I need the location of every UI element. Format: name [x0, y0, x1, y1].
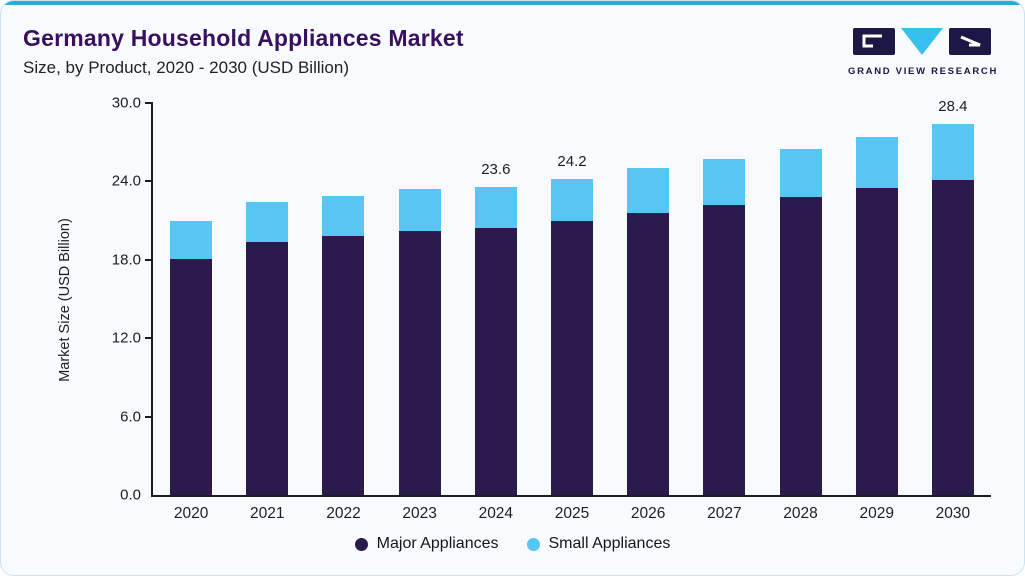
bar-2030 — [931, 123, 974, 495]
bar-segment-major-appliances — [474, 228, 517, 495]
bar-segment-major-appliances — [627, 212, 670, 495]
page-title: Germany Household Appliances Market — [23, 25, 464, 51]
logo-icon — [853, 28, 991, 55]
x-tick-label: 2022 — [326, 505, 361, 522]
total-value-label: 23.6 — [481, 160, 511, 178]
bar-segment-major-appliances — [703, 204, 746, 495]
bar-segment-small-appliances — [322, 195, 365, 237]
x-tick-label: 2024 — [478, 505, 514, 522]
bar-segment-small-appliances — [931, 123, 974, 181]
bar-2025 — [551, 178, 593, 495]
y-tick-label: 6.0 — [120, 408, 141, 426]
bar-segment-major-appliances — [322, 236, 365, 495]
bar-segment-small-appliances — [627, 168, 670, 213]
bar-segment-major-appliances — [246, 241, 289, 495]
bar-segment-small-appliances — [551, 178, 593, 221]
bar-segment-small-appliances — [474, 186, 517, 229]
x-tick-label: 2029 — [859, 505, 894, 522]
x-tick-label: 2025 — [554, 505, 590, 522]
y-tick-label: 24.0 — [111, 172, 141, 190]
bar-segment-major-appliances — [551, 220, 593, 495]
y-tick-mark — [145, 337, 153, 340]
grand-view-research-logo: GRAND VIEW RESEARCH — [848, 27, 998, 77]
y-tick-mark — [145, 180, 153, 183]
legend-swatch — [354, 537, 368, 551]
legend-swatch — [526, 537, 540, 551]
logo-text: GRAND VIEW RESEARCH — [848, 66, 999, 77]
total-value-label: 28.4 — [938, 97, 968, 115]
y-axis-title: Market Size (USD Billion) — [57, 218, 73, 382]
bar-segment-small-appliances — [779, 148, 822, 198]
bar-2024 — [474, 186, 517, 495]
bar-segment-major-appliances — [398, 231, 441, 495]
y-tick-label: 12.0 — [111, 329, 141, 347]
bar-segment-small-appliances — [246, 202, 289, 242]
bar-2028 — [779, 148, 822, 495]
bar-2022 — [322, 195, 365, 495]
bar-2026 — [627, 168, 670, 495]
x-tick-label: 2021 — [250, 505, 285, 522]
x-tick-label: 2027 — [707, 505, 742, 522]
total-value-label: 24.2 — [557, 152, 587, 170]
bar-segment-major-appliances — [170, 258, 213, 495]
bar-segment-major-appliances — [931, 180, 974, 495]
x-tick-label: 2028 — [783, 505, 818, 522]
bar-segment-small-appliances — [703, 159, 746, 205]
x-tick-label: 2023 — [402, 505, 437, 522]
bar-2021 — [246, 202, 289, 495]
bar-segment-major-appliances — [855, 187, 898, 495]
legend-label: Major Appliances — [376, 535, 499, 552]
x-tick-label: 2026 — [630, 505, 666, 522]
legend-item: Small Appliances — [526, 535, 671, 553]
y-tick-mark — [145, 258, 153, 261]
legend: Major Appliances Small Appliances — [1, 535, 1024, 553]
legend-item: Major Appliances — [354, 535, 499, 553]
top-accent-bar — [1, 1, 1024, 5]
bar-segment-small-appliances — [398, 189, 441, 232]
legend-label: Small Appliances — [548, 535, 671, 552]
x-tick-label: 2030 — [935, 505, 971, 522]
bar-2029 — [855, 136, 898, 495]
y-tick-label: 18.0 — [111, 251, 141, 269]
bar-2027 — [703, 159, 746, 495]
y-tick-label: 30.0 — [111, 94, 141, 112]
x-tick-label: 2020 — [173, 505, 209, 522]
page-subtitle: Size, by Product, 2020 - 2030 (USD Billi… — [23, 58, 349, 77]
y-tick-mark — [145, 102, 153, 104]
bar-segment-small-appliances — [855, 136, 898, 188]
plot-area: 0.0 6.0 12.0 18.0 24.0 30.0 2020 2021 2022 2023 23… — [112, 95, 991, 522]
bar-2020 — [170, 220, 213, 495]
y-tick-mark — [145, 415, 153, 418]
bar-segment-small-appliances — [170, 220, 213, 259]
y-tick-label: 0.0 — [120, 486, 141, 504]
bar-2023 — [398, 189, 441, 495]
bar-segment-major-appliances — [779, 197, 822, 495]
